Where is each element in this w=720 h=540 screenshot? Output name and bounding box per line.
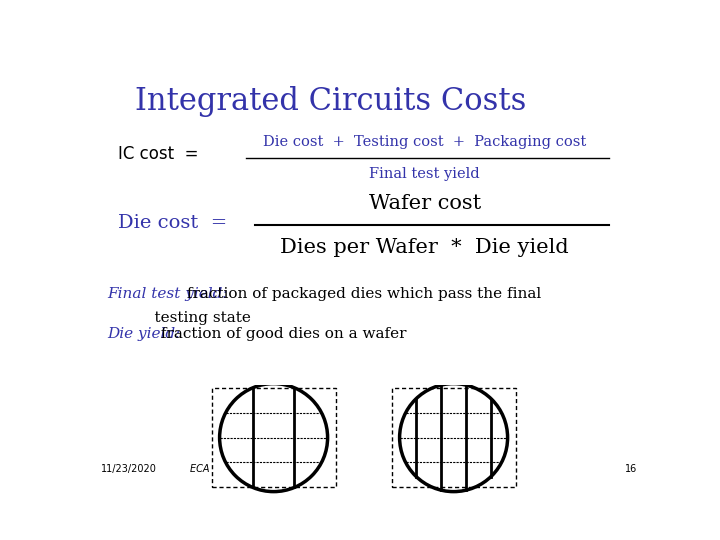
Bar (212, 388, 253, 413)
Bar (294, 437, 336, 462)
Text: Final test yield:: Final test yield: (107, 287, 228, 301)
Bar (466, 388, 491, 413)
Text: Final test yield: Final test yield (369, 167, 480, 181)
Text: Die cost  =: Die cost = (118, 214, 227, 232)
Bar (416, 462, 441, 487)
Bar (491, 388, 516, 413)
Bar (491, 462, 516, 487)
Text: ECA  H Corporaal: ECA H Corporaal (190, 464, 274, 474)
Bar (491, 437, 516, 462)
Bar (392, 413, 416, 437)
Bar (491, 413, 516, 437)
Bar (212, 413, 253, 437)
Bar (253, 388, 294, 413)
Text: 16: 16 (624, 464, 637, 474)
Bar (441, 437, 466, 462)
Bar (212, 462, 253, 487)
Text: Die cost  +  Testing cost  +  Packaging cost: Die cost + Testing cost + Packaging cost (264, 134, 586, 149)
PathPatch shape (212, 383, 336, 491)
Bar (392, 388, 416, 413)
Text: testing state: testing state (135, 312, 251, 326)
Text: IC cost  =: IC cost = (118, 145, 199, 163)
Bar (294, 413, 336, 437)
Bar (441, 413, 466, 437)
Bar (466, 437, 491, 462)
Bar (392, 462, 416, 487)
Bar (253, 437, 294, 462)
Bar (253, 462, 294, 487)
Bar (416, 413, 441, 437)
PathPatch shape (392, 383, 516, 491)
Bar (416, 388, 441, 413)
Bar (416, 437, 441, 462)
Bar (392, 437, 416, 462)
Bar (466, 413, 491, 437)
Text: Dies per Wafer  *  Die yield: Dies per Wafer * Die yield (281, 238, 569, 257)
Bar (294, 388, 336, 413)
Bar (466, 462, 491, 487)
Bar (441, 388, 466, 413)
Bar (294, 462, 336, 487)
Text: fraction of packaged dies which pass the final: fraction of packaged dies which pass the… (182, 287, 541, 301)
Bar (212, 437, 253, 462)
Text: 11/23/2020: 11/23/2020 (101, 464, 157, 474)
Text: Integrated Circuits Costs: Integrated Circuits Costs (135, 85, 526, 117)
Text: Wafer cost: Wafer cost (369, 194, 481, 213)
Bar (441, 462, 466, 487)
Bar (253, 413, 294, 437)
Text: Die yield:: Die yield: (107, 327, 180, 341)
Text: fraction of good dies on a wafer: fraction of good dies on a wafer (156, 327, 406, 341)
